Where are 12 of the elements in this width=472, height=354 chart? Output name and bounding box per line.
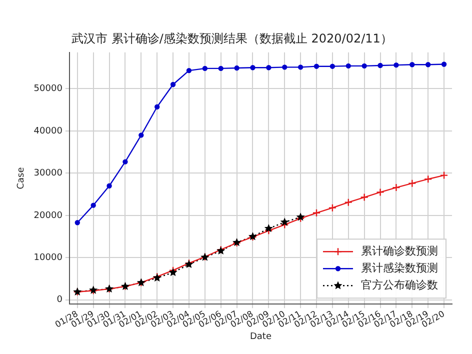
legend-label: 累计确诊数预测 — [361, 244, 438, 258]
chart-title: 武汉市 累计确诊/感染数预测结果（数据截止 2020/02/11） — [72, 31, 392, 46]
legend-label: 官方公布确诊数 — [361, 278, 438, 292]
y-tick-label: 30000 — [34, 168, 63, 179]
y-tick-label: 20000 — [34, 210, 63, 221]
y-tick-label: 50000 — [34, 84, 63, 94]
legend-label: 累计感染数预测 — [361, 261, 438, 274]
y-axis-title: Case — [16, 166, 27, 190]
x-axis-title: Date — [250, 332, 272, 342]
y-tick-label: 40000 — [34, 126, 63, 136]
y-tick-label: 0 — [56, 295, 63, 306]
y-tick-label: 10000 — [34, 253, 63, 264]
